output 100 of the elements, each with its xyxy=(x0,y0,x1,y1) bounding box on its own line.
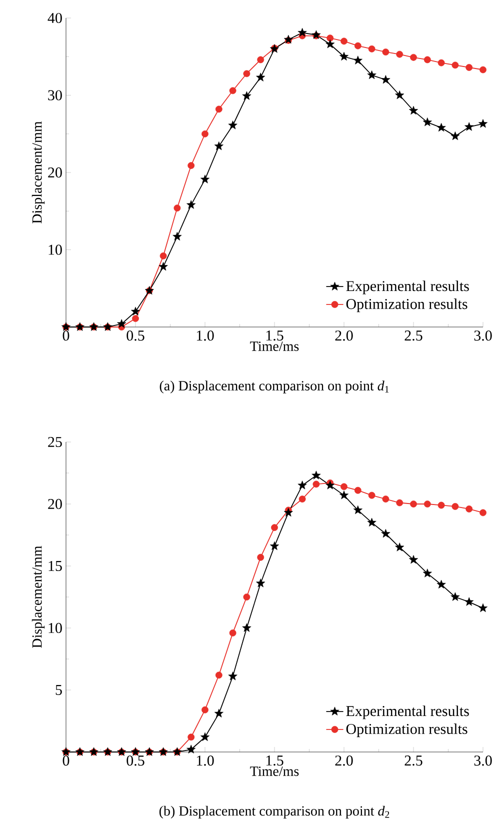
point xyxy=(381,529,390,538)
point xyxy=(450,131,460,140)
point xyxy=(368,45,376,52)
point xyxy=(340,490,349,500)
point xyxy=(256,72,266,82)
point xyxy=(243,594,250,600)
point xyxy=(270,541,280,550)
y-axis-title: Displacement/mm xyxy=(32,121,45,224)
point xyxy=(340,52,349,60)
point xyxy=(424,500,431,508)
point xyxy=(186,744,196,754)
point xyxy=(436,580,446,588)
x-axis-title: Time/ms xyxy=(250,342,299,351)
point xyxy=(466,506,473,512)
point xyxy=(450,592,460,601)
y-tick-label: 25 xyxy=(48,436,62,448)
x-tick-label: 0.5 xyxy=(126,330,144,341)
legend-label: Optimization results xyxy=(346,723,468,738)
point xyxy=(354,505,363,514)
point xyxy=(409,555,418,564)
point xyxy=(214,708,224,718)
text: (a) Displacement comparison on point d$_{1}$ xyxy=(160,380,389,394)
point xyxy=(298,496,306,502)
point xyxy=(464,597,474,606)
point xyxy=(200,732,210,741)
point xyxy=(216,106,222,113)
point xyxy=(229,87,236,94)
text: (b) Displacement comparison on point d$_{2}$ xyxy=(160,806,390,819)
point xyxy=(396,50,404,58)
y-tick-label: 20 xyxy=(48,167,62,178)
point xyxy=(132,315,140,322)
x-tick-label: 2.0 xyxy=(335,756,353,766)
point xyxy=(131,306,140,316)
point xyxy=(202,130,209,138)
point xyxy=(242,623,252,632)
point xyxy=(214,141,224,150)
point xyxy=(382,496,390,502)
point xyxy=(312,470,321,480)
point xyxy=(480,509,487,516)
point xyxy=(410,500,418,508)
point xyxy=(436,122,446,132)
point xyxy=(229,630,236,636)
y-tick-label: 40 xyxy=(48,12,62,24)
point xyxy=(367,70,376,80)
point xyxy=(186,200,196,209)
y-tick-label: 10 xyxy=(48,244,62,255)
legend-label: Experimental results xyxy=(346,280,470,294)
x-tick-label: 1.0 xyxy=(197,330,214,341)
y-tick-label: 15 xyxy=(48,560,62,572)
point xyxy=(464,122,474,131)
point xyxy=(340,483,348,490)
legend-label: Optimization results xyxy=(346,298,468,312)
x-tick-label: 3.0 xyxy=(474,330,492,341)
point xyxy=(243,70,250,78)
point xyxy=(256,578,266,588)
point xyxy=(298,28,307,37)
y-axis-title: Displacement/mm xyxy=(32,546,45,648)
y-tick-label: 20 xyxy=(48,498,62,510)
x-tick-label: 1.0 xyxy=(197,756,214,766)
point xyxy=(424,56,431,64)
x-tick-label: 1.5 xyxy=(266,330,284,341)
point xyxy=(368,492,376,499)
y-tick-label: 5 xyxy=(56,685,62,695)
x-tick-label: 0 xyxy=(62,330,70,341)
point xyxy=(367,518,376,526)
x-tick-label: 1.5 xyxy=(266,756,284,766)
point xyxy=(216,672,222,679)
point xyxy=(172,232,182,240)
point xyxy=(228,120,238,130)
point xyxy=(271,524,278,532)
x-tick-label: 2.5 xyxy=(404,756,422,766)
point xyxy=(382,48,390,56)
point xyxy=(396,499,404,506)
point xyxy=(160,252,167,260)
point xyxy=(158,262,168,271)
point xyxy=(381,75,390,84)
point xyxy=(478,603,488,612)
point xyxy=(438,502,445,509)
point xyxy=(452,503,459,510)
point xyxy=(409,106,418,115)
point xyxy=(438,59,445,66)
point xyxy=(242,91,252,100)
point xyxy=(410,54,418,61)
point xyxy=(478,119,488,128)
point xyxy=(188,734,195,741)
point xyxy=(395,542,404,552)
point xyxy=(298,480,307,490)
point xyxy=(202,706,209,714)
point xyxy=(423,118,432,126)
x-axis-title: Time/ms xyxy=(250,766,299,776)
y-tick-label: 10 xyxy=(48,622,62,634)
point xyxy=(354,42,362,50)
point xyxy=(395,90,404,100)
y-tick-label: 30 xyxy=(48,90,62,100)
point xyxy=(423,568,432,578)
x-tick-label: 0.5 xyxy=(126,756,144,766)
point xyxy=(354,486,362,494)
point xyxy=(312,480,320,488)
point xyxy=(480,66,487,74)
point xyxy=(354,56,363,64)
